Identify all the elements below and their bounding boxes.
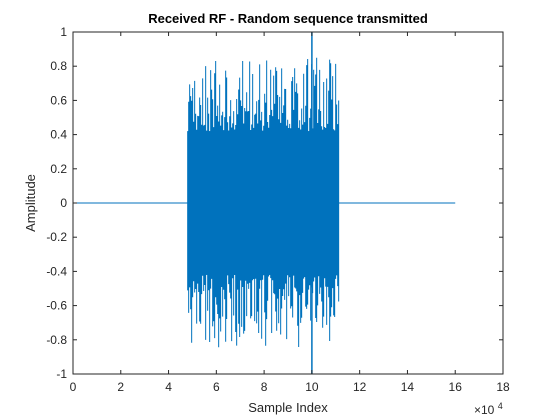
x-axis-multiplier: ×10 4 [474, 401, 503, 417]
x-tick-label: 16 [449, 380, 463, 394]
y-axis-label: Amplitude [23, 174, 38, 232]
y-tick-label: 1 [60, 25, 67, 39]
x-tick-label: 6 [213, 380, 220, 394]
ticks-layer: 0 2 4 6 8 10 12 14 16 18 -1 -0.8 -0.6 -0.4 -0.2 0 0.2 0.4… [46, 25, 510, 394]
x-tick-label: 12 [353, 380, 367, 394]
y-tick-label: -1 [56, 367, 67, 381]
y-tick-label: 0.4 [50, 128, 67, 142]
x-axis-multiplier-base: ×10 [474, 403, 495, 417]
y-tick-label: 0.2 [50, 162, 67, 176]
x-axis-label: Sample Index [248, 400, 328, 415]
x-axis-multiplier-exponent: 4 [498, 401, 503, 411]
x-tick-label: 4 [165, 380, 172, 394]
y-tick-label: 0 [60, 196, 67, 210]
chart-title: Received RF - Random sequence transmitte… [148, 11, 428, 26]
signal-burst-spikes [187, 57, 340, 348]
x-tick-label: 18 [496, 380, 510, 394]
y-tick-label: -0.4 [46, 264, 67, 278]
y-tick-label: -0.8 [46, 333, 67, 347]
x-tick-label: 14 [401, 380, 415, 394]
y-tick-label: 0.8 [50, 59, 67, 73]
x-tick-label: 10 [305, 380, 319, 394]
x-tick-label: 2 [117, 380, 124, 394]
x-tick-label: 0 [70, 380, 77, 394]
y-tick-label: -0.6 [46, 299, 67, 313]
y-tick-label: -0.2 [46, 230, 67, 244]
x-tick-label: 8 [261, 380, 268, 394]
y-tick-label: 0.6 [50, 93, 67, 107]
signal-layer [73, 32, 456, 374]
